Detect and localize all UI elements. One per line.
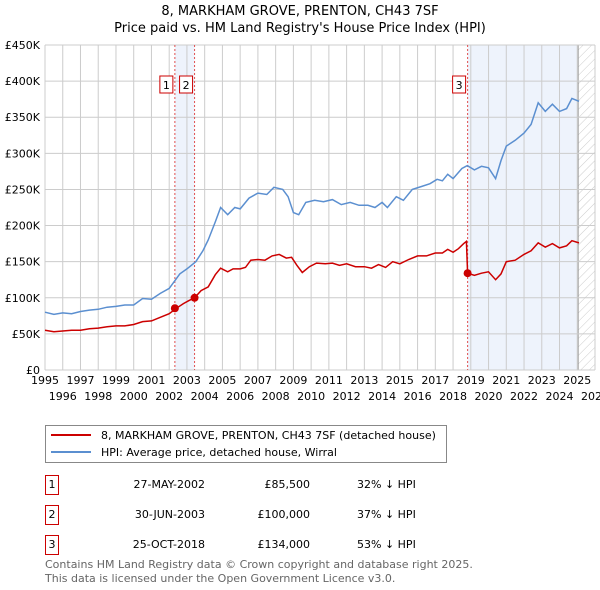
sale-price: £85,500	[264, 478, 311, 491]
legend-item-property: 8, MARKHAM GROVE, PRENTON, CH43 7SF (det…	[51, 427, 436, 443]
footer-copyright: Contains HM Land Registry data © Crown c…	[45, 558, 473, 571]
x-tick-label: 2022	[510, 390, 538, 403]
x-tick-label: 2026	[581, 390, 600, 403]
y-tick-label: £50K	[12, 328, 41, 341]
x-tick-label: 1997	[66, 374, 94, 387]
x-tick-label: 2019	[457, 374, 485, 387]
sale-date: 27-MAY-2002	[133, 478, 205, 491]
x-tick-label: 2012	[333, 390, 361, 403]
x-tick-label: 2020	[475, 390, 503, 403]
sale-row: 3 25-OCT-2018 £134,000 53% ↓ HPI	[45, 535, 465, 555]
x-tick-label: 2006	[226, 390, 254, 403]
sale-number-badge: 2	[45, 505, 59, 525]
x-tick-label: 2004	[191, 390, 219, 403]
x-tick-label: 2018	[439, 390, 467, 403]
y-tick-label: £0	[26, 364, 40, 377]
shaded-range	[467, 45, 579, 370]
sale-label: 2	[183, 79, 190, 92]
sale-label-box	[452, 75, 467, 94]
x-tick-label: 2007	[244, 374, 272, 387]
sale-price: £134,000	[257, 538, 311, 551]
legend-swatch-hpi	[51, 451, 91, 453]
x-tick-label: 1996	[49, 390, 77, 403]
x-tick-label: 2016	[404, 390, 432, 403]
x-tick-label: 2015	[386, 374, 414, 387]
y-tick-label: £150K	[5, 256, 41, 269]
series-line-property	[44, 239, 580, 333]
legend-label-hpi: HPI: Average price, detached house, Wirr…	[101, 445, 337, 459]
y-tick-label: £350K	[5, 111, 41, 124]
x-tick-label: 2003	[173, 374, 201, 387]
x-tick-label: 2025	[563, 374, 591, 387]
x-tick-label: 2010	[297, 390, 325, 403]
x-tick-label: 2017	[421, 374, 449, 387]
chart-title: 8, MARKHAM GROVE, PRENTON, CH43 7SF	[161, 4, 439, 19]
x-tick-label: 2024	[546, 390, 574, 403]
sale-date: 25-OCT-2018	[132, 538, 205, 551]
sale-label: 1	[163, 79, 170, 92]
legend-label-property: 8, MARKHAM GROVE, PRENTON, CH43 7SF (det…	[101, 428, 436, 442]
sale-hpi-diff: 37% ↓ HPI	[357, 508, 416, 521]
sale-point	[463, 269, 472, 278]
sale-price: £100,000	[257, 508, 311, 521]
sale-hpi-diff: 53% ↓ HPI	[357, 538, 416, 551]
y-tick-label: £100K	[5, 292, 41, 305]
x-tick-label: 2009	[279, 374, 307, 387]
sale-point	[190, 293, 199, 302]
sale-hpi-diff: 32% ↓ HPI	[357, 478, 416, 491]
x-tick-label: 2005	[208, 374, 236, 387]
x-tick-label: 2011	[315, 374, 343, 387]
x-tick-label: 1995	[31, 374, 59, 387]
forecast-hatch	[578, 45, 595, 370]
x-tick-label: 2002	[155, 390, 183, 403]
y-tick-label: £300K	[5, 147, 41, 160]
sale-number-badge: 3	[45, 535, 59, 555]
legend-swatch-property	[51, 434, 91, 436]
sale-date: 30-JUN-2003	[134, 508, 205, 521]
x-tick-label: 1999	[102, 374, 130, 387]
x-tick-label: 2001	[137, 374, 165, 387]
y-tick-label: £200K	[5, 220, 41, 233]
sale-label-box	[159, 75, 174, 94]
footer-licence: This data is licensed under the Open Gov…	[45, 572, 396, 585]
x-tick-label: 2000	[120, 390, 148, 403]
chart-subtitle: Price paid vs. HM Land Registry's House …	[114, 21, 486, 36]
x-tick-label: 2021	[492, 374, 520, 387]
x-tick-label: 2023	[528, 374, 556, 387]
y-tick-label: £400K	[5, 75, 41, 88]
y-tick-label: £250K	[5, 183, 41, 196]
sale-row: 1 27-MAY-2002 £85,500 32% ↓ HPI	[45, 475, 465, 495]
sale-number-badge: 1	[45, 475, 59, 495]
y-tick-label: £450K	[5, 39, 41, 52]
sale-row: 2 30-JUN-2003 £100,000 37% ↓ HPI	[45, 505, 465, 525]
legend-item-hpi: HPI: Average price, detached house, Wirr…	[51, 444, 337, 460]
x-tick-label: 2014	[368, 390, 396, 403]
shaded-range	[174, 45, 195, 370]
sale-label: 3	[456, 79, 463, 92]
price-chart: 1995 1996 1997 1998 1999 2000 2001 2002 2003 2004…	[5, 39, 600, 403]
series-line-hpi	[44, 97, 580, 316]
x-tick-label: 1998	[84, 390, 112, 403]
sale-point	[170, 304, 179, 313]
legend: 8, MARKHAM GROVE, PRENTON, CH43 7SF (det…	[45, 425, 447, 463]
x-tick-label: 2008	[262, 390, 290, 403]
sale-label-box	[179, 75, 194, 94]
x-tick-label: 2013	[350, 374, 378, 387]
